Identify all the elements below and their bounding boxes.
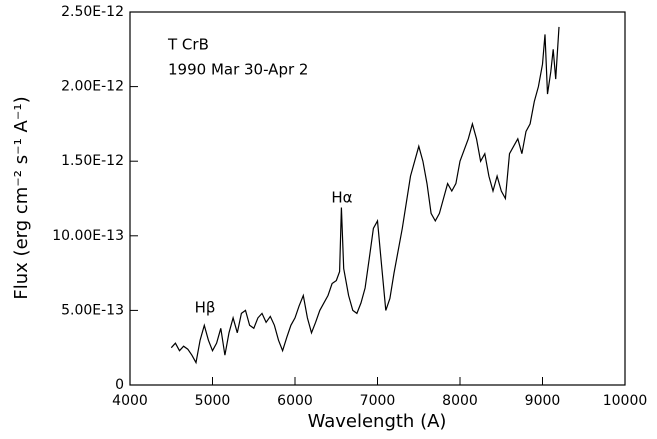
y-tick-label: 0: [115, 377, 124, 393]
x-tick-label: 7000: [360, 393, 396, 409]
x-tick-label: 10000: [603, 393, 648, 409]
y-axis-label: Flux (erg cm⁻² s⁻¹ A⁻¹): [11, 96, 32, 299]
annotation: Hβ: [195, 299, 216, 317]
x-tick-label: 4000: [112, 393, 148, 409]
x-tick-label: 5000: [195, 393, 231, 409]
x-tick-label: 8000: [442, 393, 478, 409]
y-tick-label: 5.00E-13: [61, 302, 124, 318]
spectrum-line: [170, 26, 560, 365]
x-tick-label: 6000: [277, 393, 313, 409]
annotation: T CrB: [167, 36, 209, 54]
y-tick-label: 2.00E-12: [61, 79, 124, 95]
y-tick-label: 1.50E-12: [61, 153, 124, 169]
x-tick-label: 9000: [525, 393, 561, 409]
annotation: 1990 Mar 30-Apr 2: [168, 61, 308, 79]
x-axis-label: Wavelength (A): [308, 411, 447, 432]
annotation: Hα: [331, 189, 352, 207]
y-tick-label: 10.00E-13: [52, 228, 124, 244]
y-tick-label: 2.50E-12: [61, 4, 124, 20]
